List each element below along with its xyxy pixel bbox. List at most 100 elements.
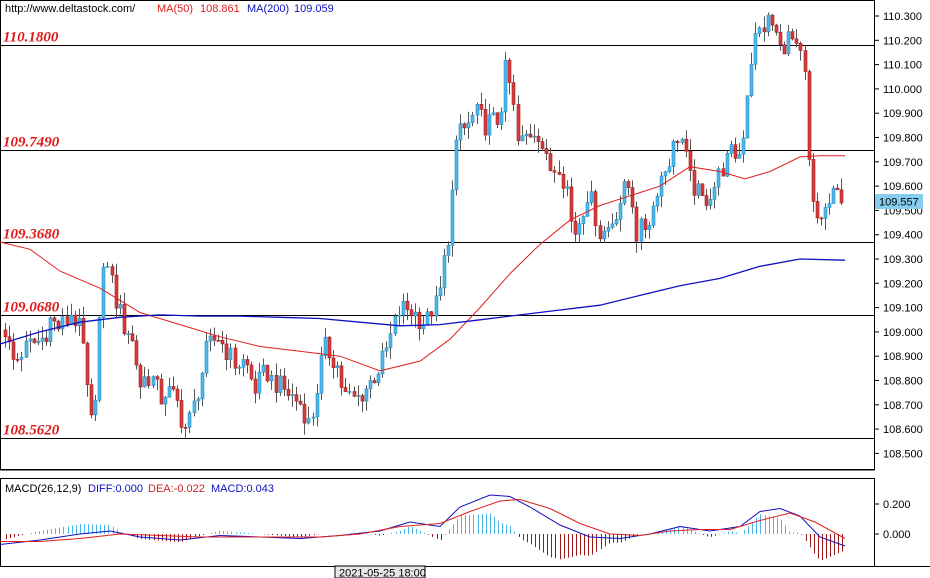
- candle-down: [122, 304, 127, 335]
- candle-up: [257, 371, 262, 394]
- candle-down: [249, 364, 254, 380]
- candle-up: [151, 376, 156, 386]
- current-price-badge: [875, 194, 923, 209]
- candle-down: [110, 266, 115, 276]
- candle-up: [40, 337, 45, 342]
- candle-up: [622, 181, 627, 204]
- candle-up: [647, 224, 652, 230]
- candle-down: [52, 317, 57, 322]
- candle-down: [65, 316, 70, 325]
- candle-up: [323, 336, 328, 356]
- macd-diff: DIFF:0.000: [88, 483, 143, 495]
- price-tick-label: 109.200: [883, 278, 923, 290]
- candle-down: [183, 427, 188, 429]
- candle-up: [397, 314, 402, 317]
- candle-down: [282, 375, 287, 390]
- candle-up: [93, 399, 98, 416]
- level-label: 109.0680: [3, 300, 60, 316]
- macd-dea-line: [0, 498, 846, 542]
- candle-down: [675, 141, 680, 143]
- candle-up: [766, 14, 771, 33]
- candle-up: [269, 375, 274, 382]
- candle-down: [81, 318, 86, 344]
- candle-up: [475, 104, 480, 116]
- candle-down: [294, 394, 299, 402]
- candle-up: [208, 335, 213, 342]
- candle-up: [503, 59, 508, 113]
- candle-down: [85, 342, 90, 385]
- price-tick-label: 109.100: [883, 303, 923, 315]
- price-tick-label: 108.600: [883, 424, 923, 436]
- candle-down: [544, 148, 549, 154]
- candle-up: [639, 218, 644, 242]
- candle-up: [192, 400, 197, 413]
- candle-up: [565, 186, 570, 189]
- candle-down: [302, 403, 307, 424]
- candle-up: [581, 216, 586, 224]
- candle-up: [237, 366, 242, 369]
- price-panel-frame: [0, 0, 875, 470]
- candle-up: [97, 317, 102, 401]
- ma200-value: 109.059: [294, 3, 334, 15]
- candle-up: [614, 219, 619, 225]
- candle-up: [163, 396, 168, 405]
- candle-down: [807, 71, 812, 160]
- candle-up: [725, 153, 730, 177]
- candle-up: [196, 398, 201, 402]
- candle-down: [212, 335, 217, 341]
- candle-down: [339, 365, 344, 388]
- candle-up: [446, 245, 451, 256]
- candle-up: [442, 255, 447, 289]
- candle-up: [716, 168, 721, 188]
- candle-up: [69, 314, 74, 325]
- candle-down: [561, 173, 566, 189]
- candle-down: [782, 44, 787, 55]
- candle-up: [786, 31, 791, 55]
- candle-up: [491, 112, 496, 115]
- candle-up: [741, 137, 746, 155]
- candle-down: [794, 38, 799, 44]
- candle-down: [819, 217, 824, 220]
- candle-down: [557, 171, 562, 175]
- candle-up: [118, 304, 123, 309]
- candle-up: [315, 393, 320, 418]
- candle-up: [60, 316, 65, 330]
- candle-up: [827, 203, 832, 208]
- ma50-label: MA(50): [157, 3, 193, 15]
- ma200-label: MA(200): [247, 3, 289, 15]
- candle-down: [3, 329, 8, 338]
- candle-down: [803, 50, 808, 72]
- time-cursor-box: [334, 565, 426, 578]
- candle-up: [753, 33, 758, 65]
- candle-down: [171, 386, 176, 390]
- price-tick-label: 108.800: [883, 376, 923, 388]
- candle-up: [187, 412, 192, 428]
- candle-up: [655, 195, 660, 207]
- price-tick-label: 110.100: [883, 60, 922, 72]
- candle-down: [495, 112, 500, 125]
- candle-down: [216, 340, 221, 342]
- price-axis: 110.300 110.200 110.100 110.000 109.900 109.8…: [875, 11, 923, 460]
- candle-down: [274, 375, 279, 393]
- candle-down: [540, 141, 545, 149]
- candle-up: [228, 347, 233, 360]
- candle-up: [36, 340, 41, 344]
- candle-down: [573, 220, 578, 235]
- candle-down: [479, 104, 484, 110]
- candle-down: [569, 186, 574, 222]
- candle-up: [831, 187, 836, 204]
- candle-up: [261, 364, 266, 373]
- candle-down: [778, 31, 783, 46]
- candle-down: [700, 183, 705, 196]
- candle-down: [130, 333, 135, 342]
- site-url[interactable]: http://www.deltastock.com/: [5, 3, 136, 15]
- candle-up: [454, 139, 459, 191]
- macd-tick-label: 0.200: [883, 499, 911, 511]
- ma50-value: 108.861: [200, 3, 240, 15]
- candle-up: [520, 135, 525, 142]
- macd-diff-line: [0, 494, 846, 547]
- candle-down: [429, 311, 434, 317]
- candle-down: [548, 153, 553, 171]
- candle-up: [499, 111, 504, 125]
- candle-down: [32, 338, 37, 344]
